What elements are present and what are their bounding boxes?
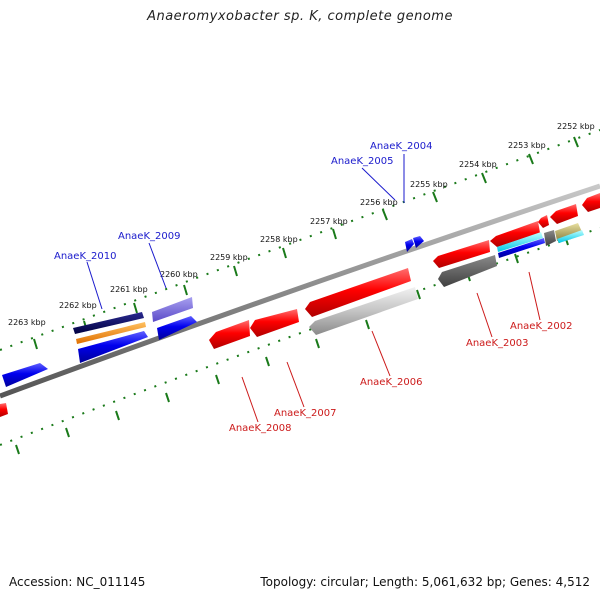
feature-forward-gene[interactable] [557,230,584,243]
feature-reverse-gene[interactable] [0,403,8,417]
feature-reverse-gene[interactable] [582,193,600,212]
kbp-label: 2253 kbp [508,141,546,150]
forward-leader-lines [86,154,405,310]
feature-reverse-gene[interactable] [250,309,299,337]
feature-reverse-gene[interactable] [209,320,250,349]
feature-annotation[interactable] [498,238,545,258]
gene-label-reverse: AnaeK_2003 [466,338,528,349]
gene-label-reverse: AnaeK_2002 [510,321,572,332]
gene-label-forward: AnaeK_2010 [54,251,116,262]
gene-label-forward: AnaeK_2005 [331,156,393,167]
feature-annotation[interactable] [438,255,497,287]
feature-forward-gene[interactable] [73,312,144,334]
feature-reverse-gene[interactable] [305,268,411,317]
feature-annotation[interactable] [309,287,418,335]
outer-tick-ring [0,129,600,351]
kbp-label: 2259 kbp [210,253,248,262]
kbp-label: 2258 kbp [260,235,298,244]
reverse-leader-lines [241,271,541,423]
kbp-label: 2252 kbp [557,122,595,131]
feature-forward-gene[interactable] [413,236,424,248]
gene-label-reverse: AnaeK_2008 [229,423,291,434]
map-title: Anaeromyxobacter sp. K, complete genome [147,9,453,24]
inner-tick-ring [0,227,600,446]
kbp-label: 2260 kbp [160,270,198,279]
kbp-label: 2254 kbp [459,160,497,169]
feature-forward-gene[interactable] [76,322,146,344]
feature-reverse-gene[interactable] [538,215,549,228]
topology-text: Topology: circular; Length: 5,061,632 bp… [260,575,590,589]
gene-label-reverse: AnaeK_2006 [360,377,422,388]
feature-forward-gene[interactable] [555,223,582,241]
kbp-label: 2262 kbp [59,301,97,310]
kbp-label: 2263 kbp [8,318,46,327]
kbp-label: 2261 kbp [110,285,148,294]
accession-text: Accession: NC_011145 [9,575,146,589]
feature-forward-gene[interactable] [405,239,414,252]
gene-label-forward: AnaeK_2004 [370,141,432,152]
feature-reverse-gene[interactable] [550,204,578,224]
feature-forward-gene[interactable] [78,331,148,363]
kbp-label: 2257 kbp [310,217,348,226]
feature-forward-gene[interactable] [2,363,48,387]
feature-forward-gene[interactable] [157,316,197,340]
gene-label-reverse: AnaeK_2007 [274,408,336,419]
feature-reverse-gene[interactable] [490,221,540,247]
kbp-label: 2256 kbp [360,198,398,207]
feature-forward-gene[interactable] [152,297,193,322]
feature-annotation[interactable] [544,230,556,246]
gene-label-forward: AnaeK_2009 [118,231,180,242]
feature-reverse-gene[interactable] [433,240,490,268]
kbp-label: 2255 kbp [410,180,448,189]
feature-annotation[interactable] [497,232,543,252]
genome-backbone [0,183,600,399]
